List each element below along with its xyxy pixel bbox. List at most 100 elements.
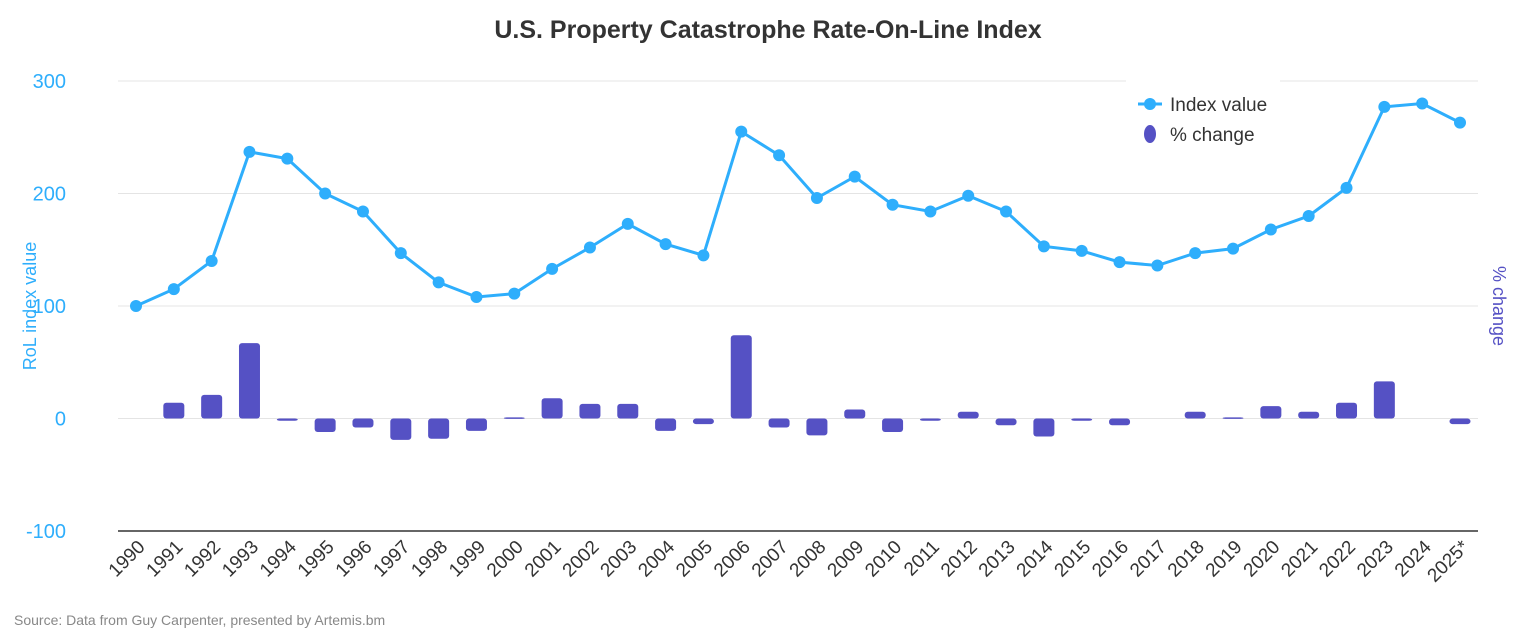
bar-pct-change-1993 <box>238 343 260 419</box>
point-index-2020 <box>1264 223 1277 236</box>
bar-pct-change-2000 <box>503 417 525 419</box>
point-index-2004 <box>659 238 672 251</box>
legend-bar-icon <box>1144 125 1156 143</box>
x-tick-label: 1995 <box>294 537 339 582</box>
bar-pct-change-2013 <box>995 418 1017 426</box>
point-index-2008 <box>810 192 823 204</box>
point-index-2024 <box>1416 97 1429 110</box>
point-index-1991 <box>167 283 180 296</box>
y-tick-label: 100 <box>33 296 66 318</box>
point-index-2005 <box>697 249 710 262</box>
x-tick-label: 2005 <box>672 537 717 582</box>
bar-pct-change-2019 <box>1222 417 1244 419</box>
x-tick-label: 2001 <box>521 537 566 582</box>
x-tick-label: 1990 <box>105 537 150 582</box>
x-tick-label: 2025* <box>1424 536 1474 586</box>
x-tick-label: 1997 <box>370 537 415 582</box>
x-tick-label: 2015 <box>1051 537 1096 582</box>
point-index-1995 <box>319 187 332 200</box>
y-tick-label: 200 <box>33 184 66 206</box>
x-tick-label: 1993 <box>218 537 263 582</box>
x-tick-label: 1999 <box>445 537 490 582</box>
x-tick-label: 2000 <box>483 537 528 582</box>
point-index-1993 <box>243 145 256 158</box>
point-index-2023 <box>1378 100 1391 113</box>
y2-axis-title: % change <box>1489 266 1509 346</box>
point-index-2003 <box>621 217 634 230</box>
bar-pct-change-1994 <box>276 418 298 421</box>
point-index-2014 <box>1037 240 1050 253</box>
point-index-2002 <box>583 241 596 254</box>
bar-pct-change-2006 <box>730 335 752 419</box>
bar-pct-change-2020 <box>1260 406 1282 419</box>
point-index-2021 <box>1302 210 1315 222</box>
point-index-1998 <box>432 276 445 289</box>
bar-pct-change-2007 <box>768 418 790 428</box>
bar-pct-change-2010 <box>882 418 904 432</box>
x-tick-label: 1998 <box>407 537 452 582</box>
x-tick-label: 1994 <box>256 536 301 581</box>
x-tick-label: 1996 <box>332 537 377 582</box>
bar-pct-change-2018 <box>1184 411 1206 419</box>
point-index-2015 <box>1075 244 1088 257</box>
point-index-2022 <box>1340 181 1353 194</box>
point-index-2025* <box>1454 116 1466 129</box>
bar-pct-change-2004 <box>655 418 677 431</box>
point-index-2010 <box>886 198 899 211</box>
bar-pct-change-1992 <box>201 394 223 419</box>
bar-pct-change-1997 <box>390 418 412 440</box>
x-tick-label: 2016 <box>1088 537 1133 582</box>
x-tick-label: 2019 <box>1202 537 1247 582</box>
x-tick-label: 1992 <box>180 537 225 582</box>
x-tick-label: 2017 <box>1126 537 1171 582</box>
x-tick-label: 2004 <box>634 536 679 581</box>
bar-pct-change-2015 <box>1071 418 1093 421</box>
point-index-2018 <box>1189 247 1202 260</box>
y-tick-label: 0 <box>55 409 66 431</box>
bar-pct-change-2005 <box>692 418 714 425</box>
point-index-1996 <box>356 205 369 218</box>
x-tick-label: 2007 <box>748 537 793 582</box>
point-index-2009 <box>848 170 861 183</box>
x-tick-label: 2022 <box>1315 537 1360 582</box>
x-tick-label: 2008 <box>786 537 831 582</box>
index-value-line <box>135 101 1461 308</box>
bar-pct-change-1991 <box>163 402 185 419</box>
point-index-2012 <box>962 189 975 202</box>
bar-pct-change-2012 <box>957 411 979 419</box>
x-tick-label: 2023 <box>1353 537 1398 582</box>
y-tick-label: -100 <box>26 521 66 543</box>
x-tick-label: 2014 <box>1013 536 1058 581</box>
x-tick-label: 2002 <box>559 537 604 582</box>
point-index-1990 <box>130 300 142 312</box>
bar-pct-change-2023 <box>1373 381 1395 419</box>
y-axis-title: RoL index value <box>20 242 40 370</box>
x-tick-label: 2021 <box>1277 537 1322 582</box>
legend-background <box>1126 76 1280 156</box>
bar-pct-change-2025* <box>1449 418 1471 425</box>
legend-marker-icon <box>1144 98 1156 110</box>
x-tick-label: 2003 <box>597 537 642 582</box>
point-index-2013 <box>1000 205 1013 218</box>
bar-pct-change-2008 <box>806 418 828 436</box>
point-index-2011 <box>924 205 937 218</box>
point-index-2006 <box>735 125 748 138</box>
point-index-2001 <box>546 262 559 275</box>
bar-pct-change-2002 <box>579 403 601 419</box>
bar-pct-change-2009 <box>844 409 866 419</box>
bar-pct-change-2022 <box>1336 402 1358 419</box>
bar-pct-change-1995 <box>314 418 336 432</box>
bar-pct-change-1998 <box>428 418 450 439</box>
bar-pct-change-1996 <box>352 418 374 428</box>
bar-pct-change-2011 <box>919 418 941 421</box>
x-tick-label: 2018 <box>1164 537 1209 582</box>
x-tick-label: 2020 <box>1240 537 1285 582</box>
point-index-1997 <box>394 247 407 260</box>
bar-pct-change-2003 <box>617 403 639 419</box>
point-index-1992 <box>205 255 218 267</box>
point-index-2016 <box>1113 256 1126 269</box>
point-index-2007 <box>773 149 786 162</box>
bar-pct-change-2014 <box>1033 418 1055 437</box>
